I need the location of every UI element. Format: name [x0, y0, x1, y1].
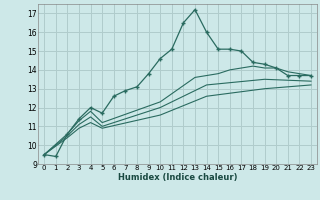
X-axis label: Humidex (Indice chaleur): Humidex (Indice chaleur)	[118, 173, 237, 182]
